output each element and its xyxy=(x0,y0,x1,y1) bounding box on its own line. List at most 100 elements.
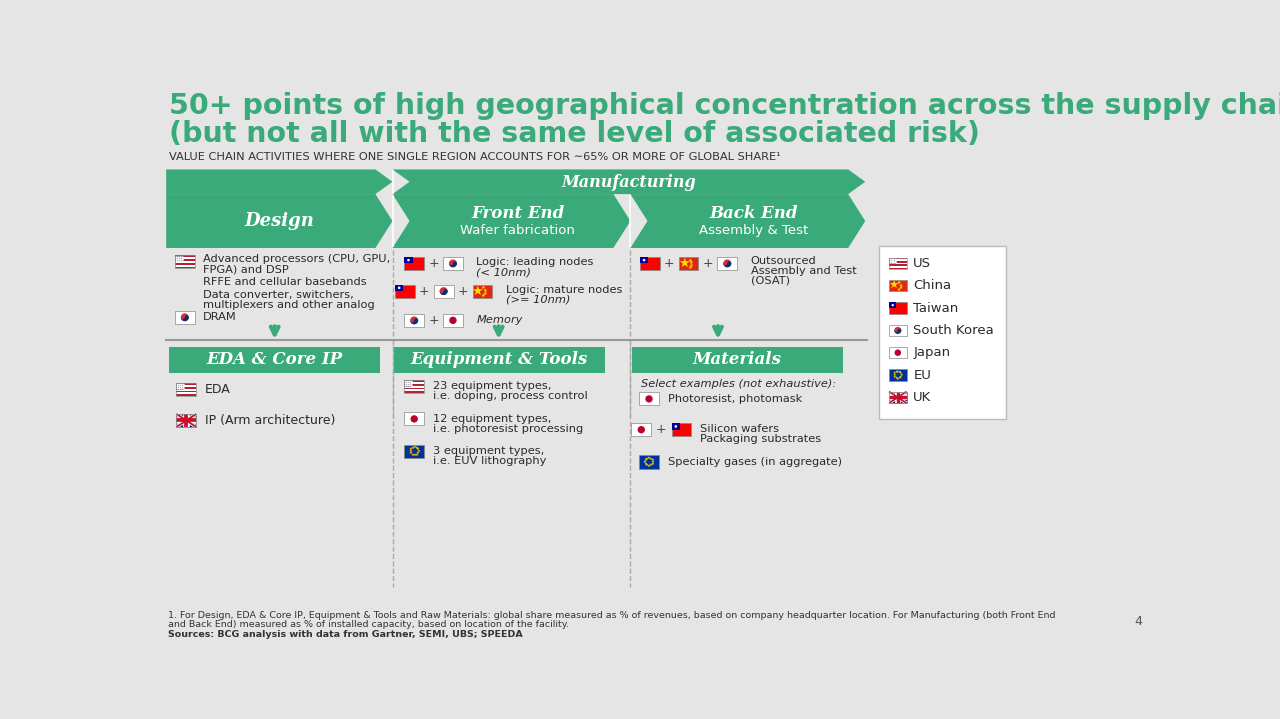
Polygon shape xyxy=(393,170,865,194)
Bar xyxy=(404,380,424,382)
Text: ★: ★ xyxy=(483,288,488,293)
Text: ★: ★ xyxy=(408,449,412,453)
Bar xyxy=(434,285,453,298)
Text: multiplexers and other analog: multiplexers and other analog xyxy=(202,301,374,311)
Bar xyxy=(177,393,196,394)
Text: ★: ★ xyxy=(416,452,420,455)
Wedge shape xyxy=(440,291,448,295)
Text: ★: ★ xyxy=(899,285,902,290)
Text: ★: ★ xyxy=(649,457,653,461)
Bar xyxy=(177,385,196,387)
Circle shape xyxy=(444,289,448,293)
Text: ★: ★ xyxy=(408,452,412,455)
Circle shape xyxy=(440,289,444,293)
Bar xyxy=(404,257,424,270)
Bar xyxy=(175,267,195,268)
Bar xyxy=(177,383,184,390)
Text: ★: ★ xyxy=(411,446,415,450)
Text: EDA & Core IP: EDA & Core IP xyxy=(206,351,343,368)
Text: ★: ★ xyxy=(896,377,900,380)
Text: ★: ★ xyxy=(415,453,419,457)
Bar xyxy=(640,257,648,263)
Circle shape xyxy=(727,262,731,265)
Circle shape xyxy=(411,319,415,322)
Text: Packaging substrates: Packaging substrates xyxy=(700,434,822,444)
Text: Front End: Front End xyxy=(471,205,564,222)
Circle shape xyxy=(407,259,410,262)
Text: ★: ★ xyxy=(892,373,896,377)
Text: ★: ★ xyxy=(481,293,486,298)
Text: +: + xyxy=(429,257,439,270)
Bar xyxy=(672,423,680,430)
Text: ★: ★ xyxy=(650,458,654,462)
Bar xyxy=(404,384,424,385)
Text: US: US xyxy=(914,257,932,270)
Text: ★: ★ xyxy=(416,449,420,453)
Bar xyxy=(177,383,196,385)
Circle shape xyxy=(637,426,645,434)
Text: UK: UK xyxy=(914,391,932,404)
FancyBboxPatch shape xyxy=(879,247,1006,419)
Bar xyxy=(890,264,906,266)
Text: Manufacturing: Manufacturing xyxy=(562,174,696,191)
Circle shape xyxy=(449,262,453,265)
Text: Assembly & Test: Assembly & Test xyxy=(699,224,809,237)
Bar xyxy=(890,392,906,403)
Text: ★: ★ xyxy=(888,280,899,290)
Bar xyxy=(396,285,415,298)
Circle shape xyxy=(184,316,188,319)
Text: ★: ★ xyxy=(900,373,902,377)
Bar xyxy=(175,311,195,324)
Text: ★: ★ xyxy=(896,287,901,292)
Text: ★: ★ xyxy=(643,460,646,464)
Bar xyxy=(890,257,906,260)
Circle shape xyxy=(398,286,401,289)
Bar xyxy=(890,302,896,308)
Text: ★: ★ xyxy=(896,370,900,374)
Text: DRAM: DRAM xyxy=(202,312,237,322)
Text: Memory: Memory xyxy=(476,316,522,326)
Text: South Korea: South Korea xyxy=(914,324,995,337)
Text: ★: ★ xyxy=(648,456,652,460)
Text: ★: ★ xyxy=(895,370,897,374)
Text: ★: ★ xyxy=(416,447,420,452)
Bar xyxy=(639,393,659,406)
Text: Logic: mature nodes: Logic: mature nodes xyxy=(506,285,622,295)
Text: ★: ★ xyxy=(652,460,655,464)
Bar xyxy=(404,413,424,426)
Circle shape xyxy=(415,319,419,322)
Text: ★: ★ xyxy=(645,457,649,461)
Text: ★: ★ xyxy=(650,462,654,466)
Wedge shape xyxy=(449,263,457,267)
Circle shape xyxy=(723,260,731,267)
Circle shape xyxy=(897,329,901,332)
Circle shape xyxy=(895,327,901,334)
FancyBboxPatch shape xyxy=(394,347,605,372)
Circle shape xyxy=(440,287,448,295)
Bar xyxy=(890,266,906,267)
Text: ★: ★ xyxy=(897,370,901,374)
Bar xyxy=(890,370,906,381)
Text: 3 equipment types,: 3 equipment types, xyxy=(433,446,544,456)
Bar xyxy=(890,257,896,264)
Text: +: + xyxy=(419,285,430,298)
Bar xyxy=(443,313,463,327)
Bar xyxy=(175,257,195,259)
Bar xyxy=(175,255,195,268)
Bar xyxy=(404,390,424,391)
Text: ★: ★ xyxy=(415,446,419,450)
Text: ★: ★ xyxy=(411,453,415,457)
Bar xyxy=(890,347,906,359)
Bar xyxy=(640,257,659,270)
Text: ★: ★ xyxy=(645,464,649,467)
Circle shape xyxy=(895,329,897,332)
Text: China: China xyxy=(914,279,951,292)
Text: (but not all with the same level of associated risk): (but not all with the same level of asso… xyxy=(169,120,980,148)
FancyBboxPatch shape xyxy=(632,347,842,372)
Polygon shape xyxy=(166,194,393,248)
Text: (OSAT): (OSAT) xyxy=(750,275,790,285)
Text: 1. For Design, EDA & Core IP, Equipment & Tools and Raw Materials: global share : 1. For Design, EDA & Core IP, Equipment … xyxy=(168,611,1055,620)
Text: ★: ★ xyxy=(649,464,653,467)
Text: ★: ★ xyxy=(895,376,897,380)
Text: Data converter, switchers,: Data converter, switchers, xyxy=(202,290,353,301)
